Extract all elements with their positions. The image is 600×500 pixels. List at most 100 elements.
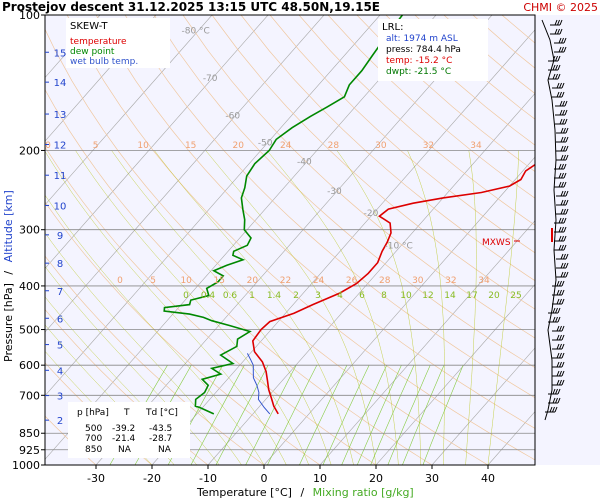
isotherm-label: -70 <box>203 74 218 84</box>
altitude-tick-label: 5 <box>57 341 63 352</box>
isotherm-line <box>95 15 493 465</box>
wind-barb-feather <box>559 370 562 377</box>
wind-barb-feather <box>561 46 564 53</box>
wind-barb <box>556 262 569 269</box>
wind-barb <box>555 118 568 125</box>
wind-barb-feather <box>552 307 556 314</box>
wind-barb <box>554 172 567 179</box>
wind-barb <box>552 343 565 350</box>
wind-barb-feather <box>558 244 562 251</box>
mixing-ratio-label: 0.4 <box>201 291 216 301</box>
wind-barb <box>552 352 565 359</box>
wind-barb-feather <box>560 199 564 206</box>
mixing-ratio-label: 8 <box>381 291 387 301</box>
wind-barb <box>556 145 569 152</box>
table-cell: 700 <box>85 434 102 444</box>
mixing-ratio-label: 25 <box>510 291 521 301</box>
altitude-tick-label: 8 <box>57 259 63 270</box>
table-cell: -21.4 <box>112 434 136 444</box>
wind-barb-feather <box>561 91 565 98</box>
mixing-ratio-label: 4 <box>337 291 343 301</box>
wind-barb-feather <box>559 343 562 350</box>
wind-barb-feather <box>557 55 561 62</box>
copyright-text: CHMI © 2025 <box>523 1 598 14</box>
wind-barb-feather <box>557 19 560 26</box>
mixing-ratio-line <box>299 365 348 465</box>
plot-frame <box>44 14 536 466</box>
dry-adiabat-label: 15 <box>185 141 196 151</box>
mixing-ratio-label: 1.4 <box>267 291 282 301</box>
mxws-label: MXWS <box>482 238 511 248</box>
table-cell: 500 <box>85 424 102 434</box>
wind-barb-feather <box>563 46 567 53</box>
altitude-tick-label: 15 <box>54 48 67 59</box>
wind-barb-feather <box>559 334 562 341</box>
wind-barb <box>552 82 565 89</box>
mixing-ratio-line <box>402 365 445 465</box>
x-tick-label: 0 <box>261 472 268 485</box>
wind-barb-feather <box>556 325 560 332</box>
dry-adiabat-label: 30 <box>412 276 424 286</box>
table-header-td: Td [°C] <box>145 408 178 418</box>
isotherm-line <box>45 15 157 142</box>
wind-barb-feather <box>563 217 567 224</box>
wind-barb-feather <box>563 271 566 278</box>
wind-barb-feather <box>558 37 562 44</box>
x-tick-label: -10 <box>199 472 217 485</box>
wind-barb-feather <box>558 226 562 233</box>
wind-barb <box>556 190 569 197</box>
wind-barb <box>552 298 565 305</box>
x-tick-label: 10 <box>313 472 327 485</box>
wind-barb <box>554 163 567 170</box>
lrl-temp: temp: -15.2 °C <box>386 56 452 66</box>
wind-barb-feather <box>565 190 569 197</box>
wind-barb-feather <box>564 118 568 125</box>
lrl-alt: alt: 1974 m ASL <box>386 34 458 44</box>
x-tick-label: 30 <box>425 472 439 485</box>
wind-barb-feather <box>557 316 561 323</box>
dry-adiabat-label: 15 <box>214 276 225 286</box>
dry-adiabat-label: 0 <box>45 141 51 151</box>
mixing-ratio-label: 17 <box>466 291 477 301</box>
wind-barb-feather <box>561 181 564 188</box>
wind-barb <box>552 91 565 98</box>
wind-barb-feather <box>560 253 564 260</box>
wind-barb-feather <box>558 235 562 242</box>
wind-barb-feather <box>559 289 562 296</box>
y-tick-label: 100 <box>19 9 40 22</box>
dry-adiabat-label: 10 <box>137 141 149 151</box>
wind-barb-feather <box>555 73 558 80</box>
wind-barb-feather <box>560 154 564 161</box>
wind-barb <box>554 46 567 53</box>
mixing-ratio-line <box>422 365 464 465</box>
isotherm-label: -20 <box>364 209 379 219</box>
wind-barb-feather <box>555 307 558 314</box>
x-tick-label: -20 <box>143 472 161 485</box>
wind-barb-feather <box>558 163 562 170</box>
dry-adiabat-label: 5 <box>93 141 99 151</box>
isotherm-line <box>319 220 535 465</box>
wind-barb-feather <box>555 316 558 323</box>
wind-barb-feather <box>563 253 566 260</box>
wind-barb-feather <box>554 28 558 35</box>
wind-barb-feather <box>556 343 560 350</box>
wind-barb-feather <box>556 298 560 305</box>
wind-barb <box>548 307 561 314</box>
table-cell: -28.7 <box>149 434 172 444</box>
dry-adiabat-label: 34 <box>478 276 490 286</box>
altitude-tick-label: 4 <box>57 366 63 377</box>
wind-barb-feather <box>558 181 562 188</box>
wind-barb <box>556 253 569 260</box>
wind-barb-feather <box>554 406 558 413</box>
wind-barb-feather <box>565 253 569 260</box>
altitude-tick-label: 2 <box>57 416 63 427</box>
legend-title: SKEW-T <box>70 21 108 32</box>
wind-barb-feather <box>563 37 567 44</box>
wind-barb-feather <box>563 235 567 242</box>
mxws-marker: MXWS <box>482 238 520 248</box>
x-axis-title: Temperature [°C] / Mixing ratio [g/kg] <box>196 486 414 499</box>
wind-barb-feather <box>557 73 561 80</box>
wind-barb-feather <box>557 388 561 395</box>
mixing-ratio-line <box>0 365 17 465</box>
